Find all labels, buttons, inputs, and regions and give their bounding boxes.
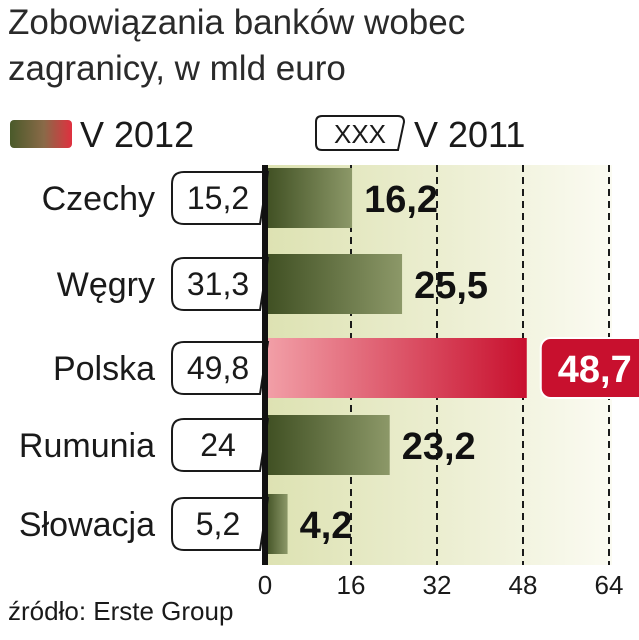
legend-box-2011-text: XXX	[334, 119, 386, 149]
value-2012-label: 16,2	[364, 179, 438, 221]
value-2012-label: 48,7	[558, 349, 632, 391]
bar-2	[265, 338, 527, 398]
legend-label-2011: V 2011	[414, 114, 525, 155]
value-2011-box	[171, 257, 270, 311]
legend: V 2012 XXX V 2011	[10, 114, 525, 155]
x-tick-label: 16	[337, 570, 366, 600]
value-2011-label: 31,3	[187, 266, 249, 302]
bars	[265, 168, 527, 554]
category-label: Słowacja	[19, 506, 155, 544]
category-label: Czechy	[42, 180, 155, 218]
value-2011-box	[171, 418, 270, 472]
gridlines	[350, 165, 610, 565]
bar-1	[265, 254, 403, 314]
bar-4	[265, 494, 288, 554]
legend-swatch-2012	[10, 120, 72, 148]
value-2012-label: 25,5	[414, 265, 488, 307]
value-2011-label: 5,2	[196, 506, 240, 542]
category-labels: Czechy Węgry Polska Rumunia Słowacja	[19, 180, 155, 544]
y-axis-line	[262, 165, 268, 565]
chart-title-line2: zagranicy, w mld euro	[8, 49, 346, 88]
value-2011-box	[171, 497, 270, 551]
x-tick-label: 48	[509, 570, 538, 600]
value-2011-label: 15,2	[187, 180, 249, 216]
values-2011: 15,2 31,3 49,8 24 5,2	[171, 171, 270, 551]
value-2011-label: 24	[200, 427, 236, 463]
value-2012-label: 4,2	[300, 505, 353, 547]
value-2011-box	[171, 341, 270, 395]
values-2012: 16,2 25,5 48,7 23,2 4,2	[300, 179, 639, 547]
x-tick-label: 64	[595, 570, 624, 600]
legend-label-2012: V 2012	[80, 114, 194, 155]
value-2011-label: 49,8	[187, 350, 249, 386]
x-tick-label: 32	[423, 570, 452, 600]
category-label: Rumunia	[19, 427, 155, 465]
x-tick-label: 0	[258, 570, 272, 600]
value-2011-box	[171, 171, 270, 225]
category-label: Polska	[53, 350, 155, 388]
source-note: źródło: Erste Group	[8, 596, 233, 626]
legend-box-2011	[315, 115, 406, 151]
value-2012-label: 23,2	[402, 426, 476, 468]
bar-0	[265, 168, 353, 228]
value-2012-highlight-box	[539, 337, 639, 399]
chart-title-line1: Zobowiązania banków wobec	[8, 3, 465, 42]
category-label: Węgry	[57, 266, 155, 304]
bar-3	[265, 415, 390, 475]
x-axis-ticks: 0 16 32 48 64	[258, 570, 624, 600]
